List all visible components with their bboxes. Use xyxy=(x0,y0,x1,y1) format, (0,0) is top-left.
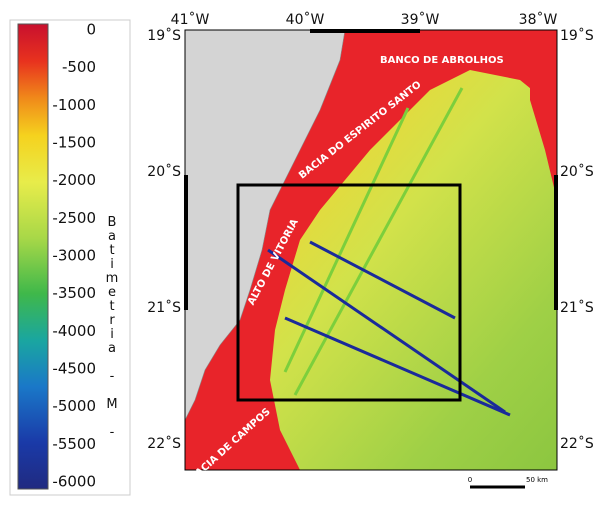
latitude-label: 22˚S xyxy=(147,435,181,452)
latitude-label: 19˚S xyxy=(560,27,594,44)
colorbar-tick-label: -5000 xyxy=(52,397,96,415)
latitude-label: 21˚S xyxy=(147,299,181,316)
colorbar-label: Batimetria - M - xyxy=(105,215,120,439)
figure: Batimetria - M - BANCO DE ABROLHOS BACIA… xyxy=(0,0,595,502)
colorbar-tick-label: -1500 xyxy=(52,134,96,152)
colorbar-tick-label: -3000 xyxy=(52,247,96,265)
longitude-label: 40˚W xyxy=(286,11,325,28)
colorbar-tick-label: -2000 xyxy=(52,171,96,189)
map: BANCO DE ABROLHOS BACIA DO ESPIRITO SANT… xyxy=(185,30,557,487)
longitude-label: 38˚W xyxy=(519,11,558,28)
page: {"colorbar": {"ticks": ["0", "-500", "-1… xyxy=(0,0,595,502)
latitude-label: 19˚S xyxy=(147,27,181,44)
colorbar-tick-label: -3500 xyxy=(52,284,96,302)
colorbar-tick-label: -4500 xyxy=(52,360,96,378)
latitude-label: 20˚S xyxy=(147,163,181,180)
place-label: BANCO DE ABROLHOS xyxy=(380,55,504,66)
latitude-label: 22˚S xyxy=(560,435,594,452)
colorbar-tick-label: -1000 xyxy=(52,96,96,114)
colorbar-tick-label: -4000 xyxy=(52,322,96,340)
colorbar-tick-label: -5500 xyxy=(52,435,96,453)
colorbar-tick-label: -500 xyxy=(62,58,96,76)
scale-label: 0 xyxy=(468,476,472,484)
latitude-label: 20˚S xyxy=(560,163,594,180)
colorbar-tick-label: 0 xyxy=(86,21,96,39)
colorbar xyxy=(18,24,48,489)
scale-label: 50 km xyxy=(526,476,548,484)
longitude-label: 39˚W xyxy=(401,11,440,28)
longitude-label: 41˚W xyxy=(171,11,210,28)
latitude-label: 21˚S xyxy=(560,299,594,316)
colorbar-tick-label: -2500 xyxy=(52,209,96,227)
colorbar-tick-label: -6000 xyxy=(52,473,96,491)
